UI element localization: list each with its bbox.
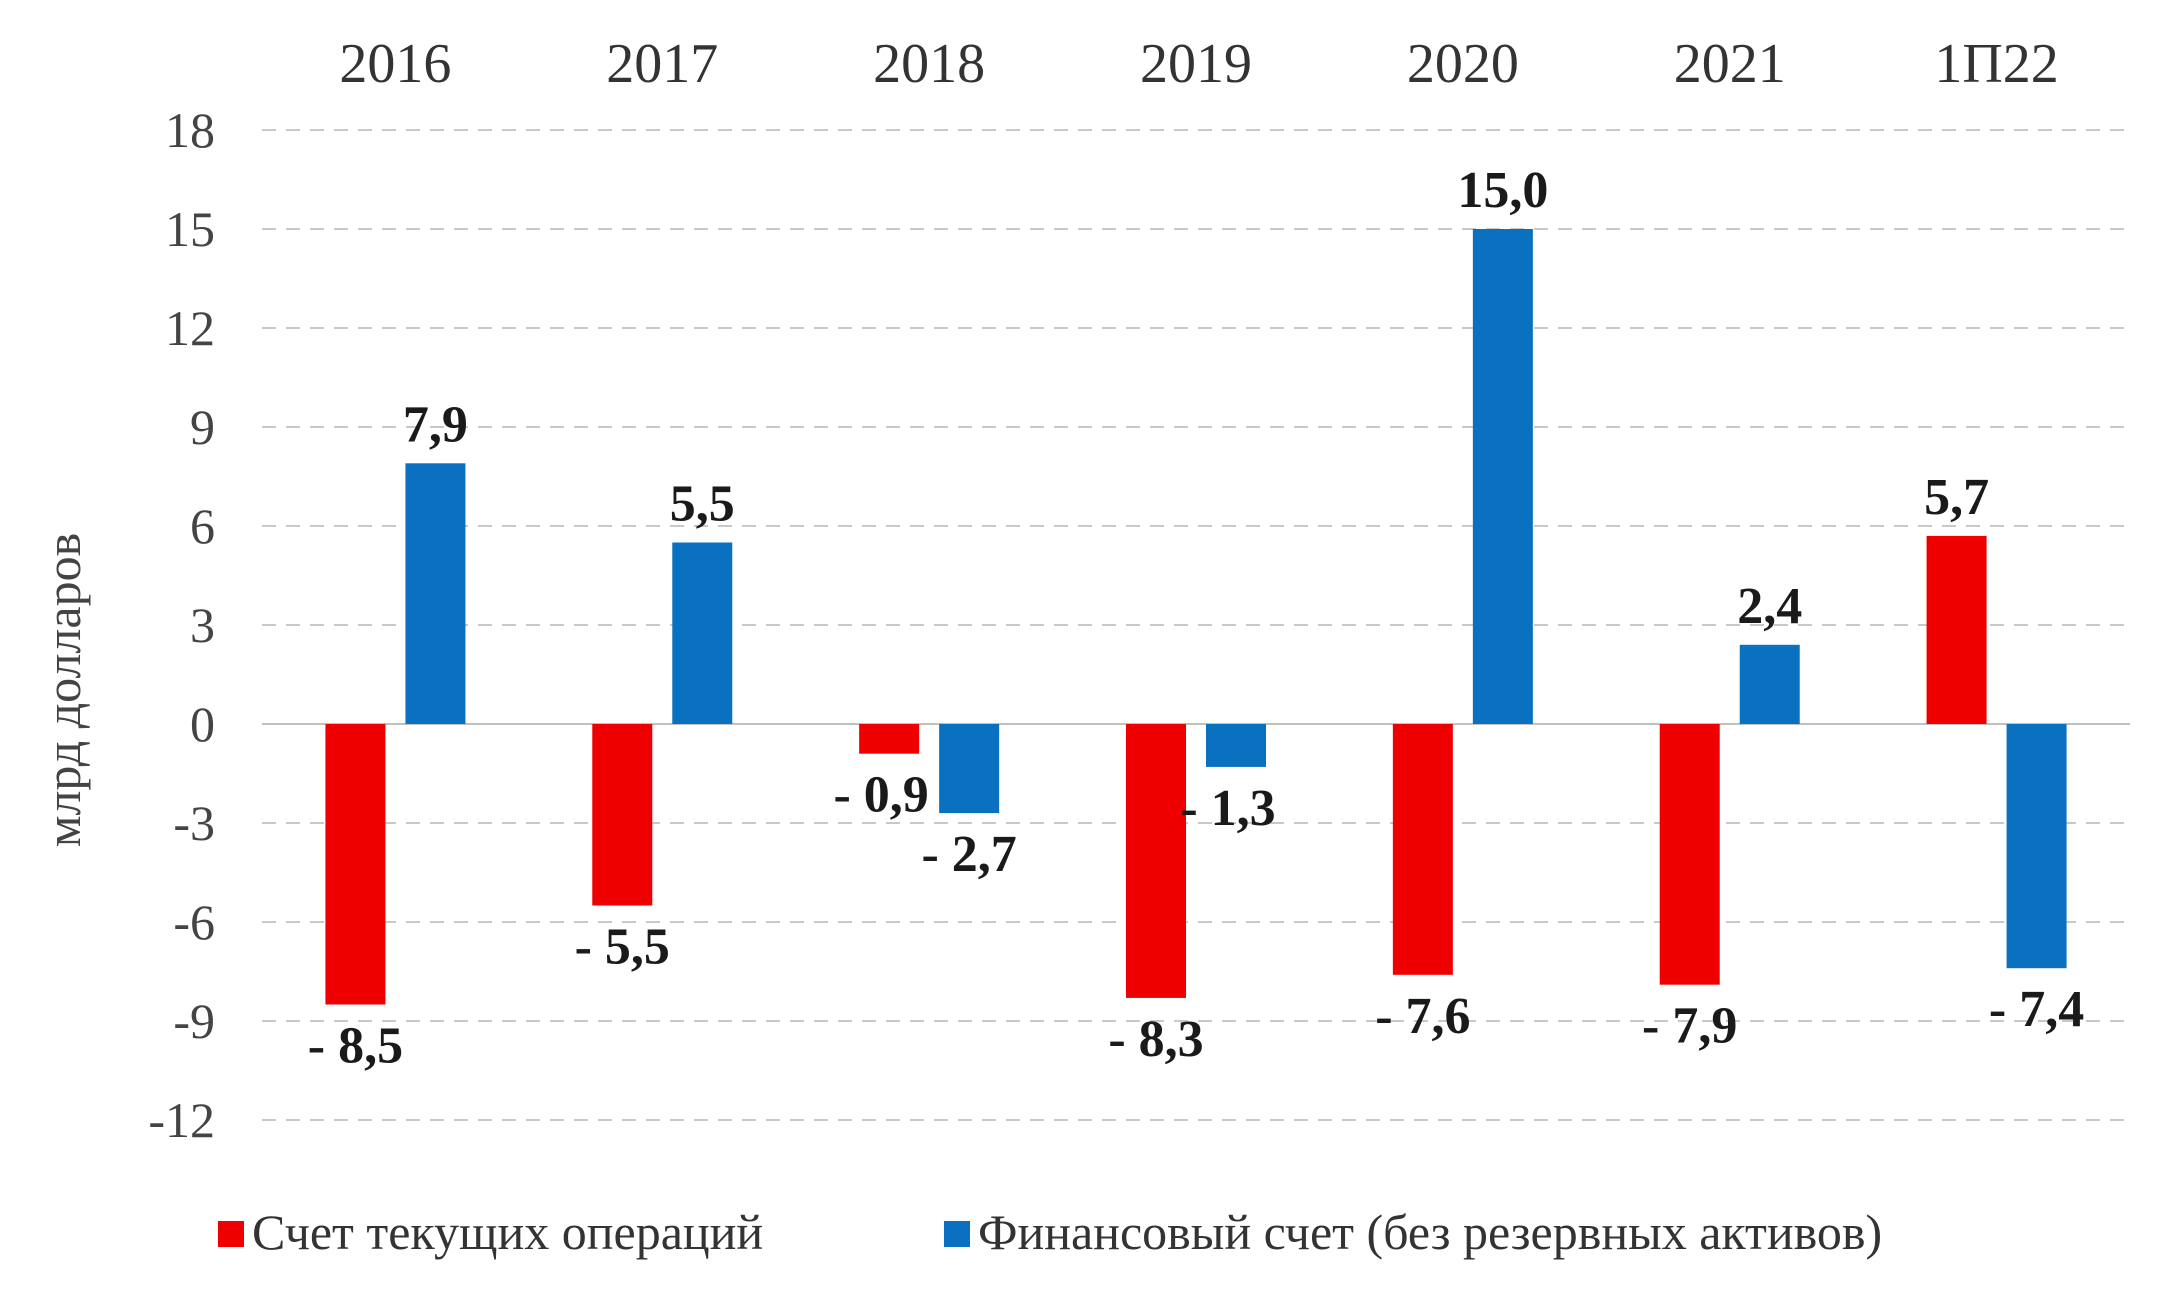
bar-current-account <box>1659 724 1720 985</box>
data-label: - 1,3 <box>1180 780 1275 837</box>
bar-financial-account <box>1472 229 1533 724</box>
legend-label-current-account: Счет текущих операций <box>252 1204 763 1260</box>
data-label: - 2,7 <box>921 826 1016 883</box>
data-label: - 8,5 <box>308 1018 403 1075</box>
y-tick-label: -3 <box>173 795 215 851</box>
data-label: 5,7 <box>1924 469 1989 526</box>
category-label: 2021 <box>1674 33 1786 95</box>
category-label: 2017 <box>606 33 718 95</box>
legend-swatch-current-account <box>218 1221 244 1247</box>
bar-financial-account <box>672 542 733 724</box>
category-label: 2016 <box>339 33 451 95</box>
category-label: 1П22 <box>1934 33 2058 95</box>
category-label: 2020 <box>1407 33 1519 95</box>
bar-current-account <box>592 724 653 906</box>
y-tick-label: -12 <box>148 1092 215 1148</box>
bar-current-account <box>1392 724 1453 975</box>
bar-financial-account <box>1206 724 1266 767</box>
y-axis-ticks: 18 15 12 9 6 3 0 -3 -6 -9 -12 <box>148 102 215 1148</box>
data-label: - 5,5 <box>575 919 670 976</box>
bar-current-account <box>1926 535 1987 724</box>
y-tick-label: 3 <box>190 597 215 653</box>
data-label: - 8,3 <box>1108 1011 1203 1068</box>
y-tick-label: 12 <box>165 300 215 356</box>
legend-label-financial-account: Финансовый счет (без резервных активов) <box>978 1204 1882 1260</box>
data-label: 15,0 <box>1457 162 1548 219</box>
y-tick-label: 0 <box>190 696 215 752</box>
bar-current-account <box>859 724 920 754</box>
legend-swatch-financial-account <box>944 1221 970 1247</box>
data-label: - 7,6 <box>1375 988 1470 1045</box>
data-labels: - 8,5 7,9 - 5,5 5,5 - 0,9- 2,7 - 8,3 - 1,3 - 7,… <box>308 162 2084 1075</box>
bar-financial-account <box>1739 644 1800 724</box>
data-label: 7,9 <box>403 396 468 453</box>
bar-financial-account <box>405 463 466 724</box>
bar-financial-account <box>2006 724 2067 969</box>
bar-financial-account <box>939 724 1000 814</box>
data-label: - 7,4 <box>1989 981 2084 1038</box>
gridlines <box>262 129 2130 1121</box>
bar-current-account <box>1126 724 1186 998</box>
category-label: 2018 <box>873 33 985 95</box>
data-label: - 0,9 <box>833 767 928 824</box>
y-tick-label: 15 <box>165 201 215 257</box>
category-labels: 2016 2017 2018 2019 2020 2021 1П22 <box>339 33 2058 95</box>
data-label: 5,5 <box>670 476 735 533</box>
legend: Счет текущих операций Финансовый счет (б… <box>218 1204 1882 1260</box>
data-label: 2,4 <box>1737 578 1802 635</box>
y-tick-label: 9 <box>190 399 215 455</box>
y-axis-title: млрд долларов <box>35 533 91 847</box>
data-label: - 7,9 <box>1642 998 1737 1055</box>
category-label: 2019 <box>1140 33 1252 95</box>
bars <box>325 229 2067 1005</box>
y-tick-label: 18 <box>165 102 215 158</box>
bar-current-account <box>325 724 386 1005</box>
y-tick-label: 6 <box>190 498 215 554</box>
y-tick-label: -6 <box>173 894 215 950</box>
y-tick-label: -9 <box>173 993 215 1049</box>
